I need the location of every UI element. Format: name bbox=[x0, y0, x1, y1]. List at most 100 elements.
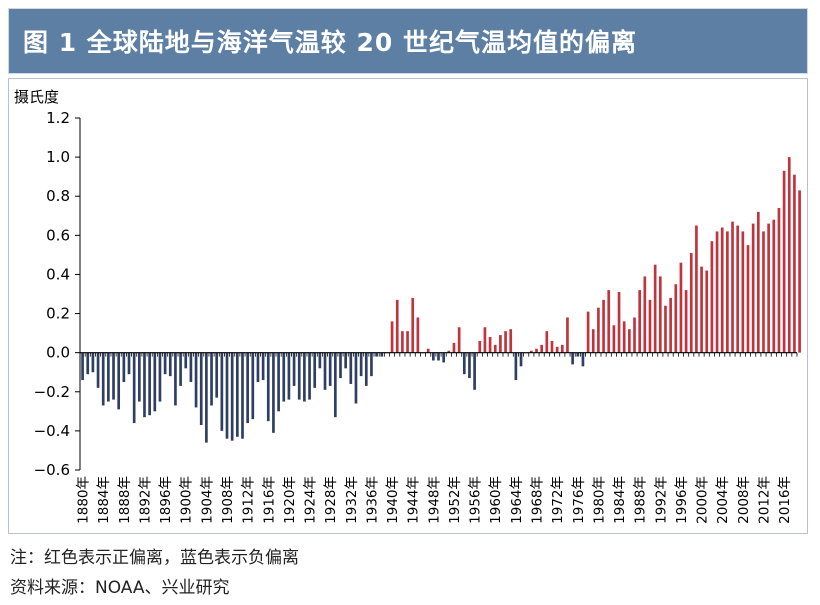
bar bbox=[653, 264, 657, 353]
bar bbox=[416, 317, 420, 353]
bar bbox=[462, 352, 466, 375]
bar bbox=[545, 331, 549, 353]
bar bbox=[287, 352, 291, 400]
bar bbox=[787, 157, 791, 353]
bar bbox=[426, 348, 430, 353]
bar bbox=[607, 290, 611, 353]
bar bbox=[432, 352, 435, 361]
bar bbox=[148, 352, 151, 416]
x-tick-label: 2000年 bbox=[695, 476, 711, 524]
bar bbox=[112, 352, 115, 400]
y-tick-label: 0.4 bbox=[46, 265, 70, 283]
x-tick-label: 1968年 bbox=[530, 476, 546, 524]
bar bbox=[194, 352, 198, 408]
bar bbox=[509, 329, 513, 353]
bar bbox=[96, 352, 100, 388]
bar bbox=[499, 335, 502, 353]
bar bbox=[772, 219, 776, 353]
bar bbox=[266, 352, 270, 422]
chart-frame bbox=[8, 78, 808, 534]
bar bbox=[442, 352, 445, 363]
bar bbox=[308, 352, 311, 400]
x-tick-label: 2016年 bbox=[777, 476, 793, 524]
bar bbox=[777, 207, 781, 353]
x-tick-label: 1980年 bbox=[591, 476, 607, 524]
bar bbox=[658, 276, 662, 353]
bar bbox=[158, 352, 162, 402]
x-tick-label: 1948年 bbox=[426, 476, 442, 524]
bar bbox=[457, 327, 461, 353]
bar bbox=[246, 352, 249, 424]
bar bbox=[174, 352, 177, 406]
bar bbox=[179, 352, 182, 386]
bar bbox=[736, 225, 740, 353]
bar bbox=[586, 311, 590, 353]
bar bbox=[571, 352, 574, 365]
bar bbox=[447, 350, 451, 353]
x-tick-label: 2008年 bbox=[736, 476, 752, 524]
bar bbox=[375, 352, 378, 357]
bar bbox=[354, 352, 358, 404]
bar bbox=[143, 352, 146, 418]
x-tick-label: 1992年 bbox=[653, 476, 669, 524]
bar bbox=[168, 352, 172, 377]
x-tick-label: 1888年 bbox=[117, 476, 133, 524]
bar bbox=[617, 292, 621, 353]
y-axis-label: 摄氏度 bbox=[14, 88, 59, 106]
bar bbox=[628, 329, 631, 353]
bar bbox=[566, 317, 569, 353]
bar bbox=[220, 352, 224, 431]
x-tick-label: 1896年 bbox=[158, 476, 174, 524]
bar bbox=[638, 290, 642, 353]
bar bbox=[793, 174, 796, 353]
x-tick-label: 1972年 bbox=[550, 476, 566, 524]
chart-title: 图 1 全球陆地与海洋气温较 20 世纪气温均值的偏离 bbox=[23, 28, 638, 57]
bar bbox=[555, 346, 559, 353]
bar bbox=[612, 325, 616, 353]
bar bbox=[756, 211, 760, 353]
bar bbox=[199, 352, 203, 426]
bar bbox=[519, 352, 523, 367]
bar bbox=[669, 297, 672, 353]
x-tick-label: 1952年 bbox=[447, 476, 463, 524]
x-tick-label: 1912年 bbox=[241, 476, 257, 524]
bar bbox=[710, 241, 714, 353]
bar bbox=[684, 290, 688, 353]
bar bbox=[401, 331, 404, 353]
source-note: 资料来源：NOAA、兴业研究 bbox=[10, 578, 230, 598]
bar bbox=[715, 231, 719, 353]
chart: 摄氏度 1.2 1.0 0.8 0.6 0.4 0.2 0.0 −0.2 −0.4 −0.6 1880… bbox=[14, 88, 801, 524]
bar bbox=[241, 352, 244, 439]
x-tick-label: 1932年 bbox=[344, 476, 360, 524]
x-tick-label: 1984年 bbox=[612, 476, 628, 524]
bar bbox=[633, 317, 636, 353]
bar bbox=[731, 221, 734, 353]
bar bbox=[323, 352, 327, 390]
bar bbox=[746, 245, 750, 353]
bar bbox=[720, 227, 724, 353]
bar bbox=[153, 352, 157, 412]
y-tick-label: 1.2 bbox=[46, 109, 70, 127]
bar bbox=[282, 352, 286, 402]
bar bbox=[751, 223, 755, 353]
bar bbox=[272, 352, 275, 433]
x-tick-label: 1904年 bbox=[199, 476, 215, 524]
bar bbox=[313, 352, 317, 388]
bar bbox=[380, 352, 384, 357]
bar bbox=[292, 352, 296, 386]
bar bbox=[726, 231, 729, 353]
bar bbox=[359, 352, 363, 377]
bar bbox=[137, 352, 141, 402]
bar bbox=[184, 352, 188, 369]
x-tick-label: 1892年 bbox=[137, 476, 153, 524]
bar bbox=[452, 342, 456, 353]
bar bbox=[679, 262, 683, 353]
x-tick-label: 1900年 bbox=[179, 476, 195, 524]
x-tick-label: 2012年 bbox=[756, 476, 772, 524]
bar bbox=[550, 340, 554, 353]
title-bar: 图 1 全球陆地与海洋气温较 20 世纪气温均值的偏离 bbox=[8, 8, 808, 74]
bar bbox=[297, 352, 301, 400]
x-tick-label: 1880年 bbox=[76, 476, 92, 524]
bar bbox=[488, 337, 492, 353]
bar bbox=[664, 305, 667, 353]
